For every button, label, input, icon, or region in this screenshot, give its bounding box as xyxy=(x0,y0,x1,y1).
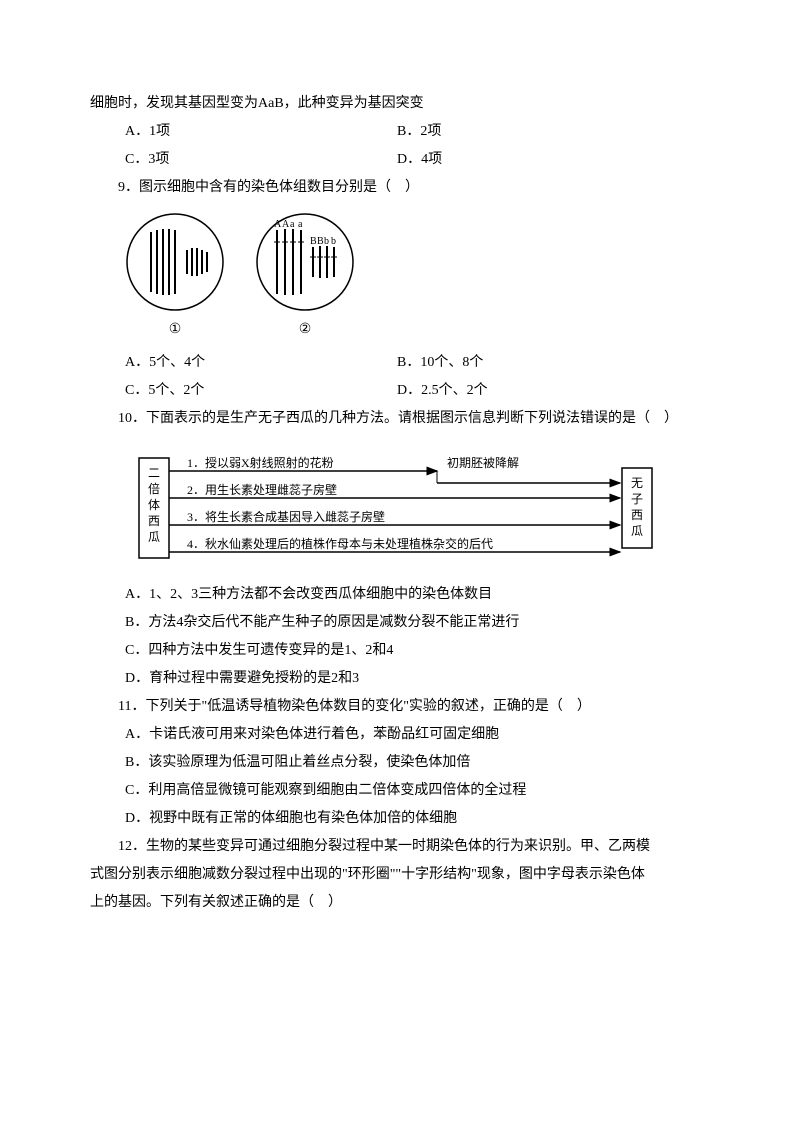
q8-option-d: D．4项 xyxy=(397,146,704,174)
svg-text:A: A xyxy=(274,219,282,230)
q10-option-a: A．1、2、3三种方法都不会改变西瓜体细胞中的染色体数目 xyxy=(90,581,704,609)
q9-circle1-svg xyxy=(125,212,225,312)
svg-text:西: 西 xyxy=(148,514,160,528)
q9-circle2-svg: A A a a B B b b xyxy=(255,212,355,312)
q8-row2: C．3项 D．4项 xyxy=(90,146,704,174)
q8-option-a: A．1项 xyxy=(90,118,397,146)
svg-text:体: 体 xyxy=(148,498,160,512)
q9-circle1-wrap: ① xyxy=(125,212,225,344)
q10-row3: 3．将生长素合成基因导入雌蕊子房壁 xyxy=(187,509,385,524)
q10-option-b: B．方法4杂交后代不能产生种子的原因是减数分裂不能正常进行 xyxy=(90,609,704,637)
svg-text:子: 子 xyxy=(631,492,643,506)
svg-text:二: 二 xyxy=(148,466,160,480)
svg-text:瓜: 瓜 xyxy=(631,524,643,538)
q11-option-b: B．该实验原理为低温可阻止着丝点分裂，使染色体加倍 xyxy=(90,749,704,777)
q9-stem: 9．图示细胞中含有的染色体组数目分别是（ ） xyxy=(90,174,704,202)
q9-option-d: D．2.5个、2个 xyxy=(397,377,704,405)
q10-diagram-svg: 二 倍 体 西 瓜 无 子 西 瓜 1．授以弱X射线照射的花粉 初期胚被降解 xyxy=(137,443,657,573)
q8-row1: A．1项 B．2项 xyxy=(90,118,704,146)
q9-opt-row2: C．5个、2个 D．2.5个、2个 xyxy=(90,377,704,405)
q10-stem: 10．下面表示的是生产无子西瓜的几种方法。请根据图示信息判断下列说法错误的是（ … xyxy=(90,405,704,433)
q12-stem-3: 上的基因。下列有关叙述正确的是（ ） xyxy=(90,889,704,917)
q9-option-a: A．5个、4个 xyxy=(90,349,397,377)
q12-stem-1: 12．生物的某些变异可通过细胞分裂过程中某一时期染色体的行为来识别。甲、乙两模 xyxy=(90,833,704,861)
svg-text:B: B xyxy=(317,236,324,247)
q11-option-d: D．视野中既有正常的体细胞也有染色体加倍的体细胞 xyxy=(90,805,704,833)
q9-opt-row1: A．5个、4个 B．10个、8个 xyxy=(90,349,704,377)
q8-option-c: C．3项 xyxy=(90,146,397,174)
q10-option-d: D．育种过程中需要避免授粉的是2和3 xyxy=(90,665,704,693)
q11-stem: 11．下列关于"低温诱导植物染色体数目的变化"实验的叙述，正确的是（ ） xyxy=(90,693,704,721)
svg-text:a: a xyxy=(290,219,295,230)
q10-row2: 2．用生长素处理雌蕊子房壁 xyxy=(187,482,337,497)
q8-option-b: B．2项 xyxy=(397,118,704,146)
svg-text:a: a xyxy=(298,219,303,230)
svg-text:倍: 倍 xyxy=(148,481,160,496)
q10-diagram: 二 倍 体 西 瓜 无 子 西 瓜 1．授以弱X射线照射的花粉 初期胚被降解 xyxy=(137,443,657,573)
svg-text:b: b xyxy=(324,236,329,247)
svg-text:A: A xyxy=(282,219,290,230)
q9-option-b: B．10个、8个 xyxy=(397,349,704,377)
q9-circle2-wrap: A A a a B B b b ② xyxy=(255,212,355,344)
q10-row4: 4．秋水仙素处理后的植株作母本与未处理植株杂交的后代 xyxy=(187,536,493,551)
q10-row1: 1．授以弱X射线照射的花粉 xyxy=(187,455,334,470)
q9-diagram: ① A A a a xyxy=(90,212,704,344)
svg-text:b: b xyxy=(331,236,336,247)
q10-option-c: C．四种方法中发生可遗传变异的是1、2和4 xyxy=(90,637,704,665)
q12-stem-2: 式图分别表示细胞减数分裂过程中出现的"环形圈""十字形结构"现象，图中字母表示染… xyxy=(90,861,704,889)
svg-text:B: B xyxy=(310,236,317,247)
q9-circle2-label: ② xyxy=(299,316,312,344)
q10-note: 初期胚被降解 xyxy=(447,456,519,470)
q9-option-c: C．5个、2个 xyxy=(90,377,397,405)
q11-option-c: C．利用高倍显微镜可能观察到细胞由二倍体变成四倍体的全过程 xyxy=(90,777,704,805)
svg-text:无: 无 xyxy=(631,476,643,490)
q9-circle1-label: ① xyxy=(169,316,182,344)
document-body: 细胞时，发现其基因型变为AaB，此种变异为基因突变 A．1项 B．2项 C．3项… xyxy=(90,90,704,917)
svg-text:西: 西 xyxy=(631,508,643,522)
intro-text: 细胞时，发现其基因型变为AaB，此种变异为基因突变 xyxy=(90,90,704,118)
q11-option-a: A．卡诺氏液可用来对染色体进行着色，苯酚品红可固定细胞 xyxy=(90,721,704,749)
svg-text:瓜: 瓜 xyxy=(148,530,160,544)
